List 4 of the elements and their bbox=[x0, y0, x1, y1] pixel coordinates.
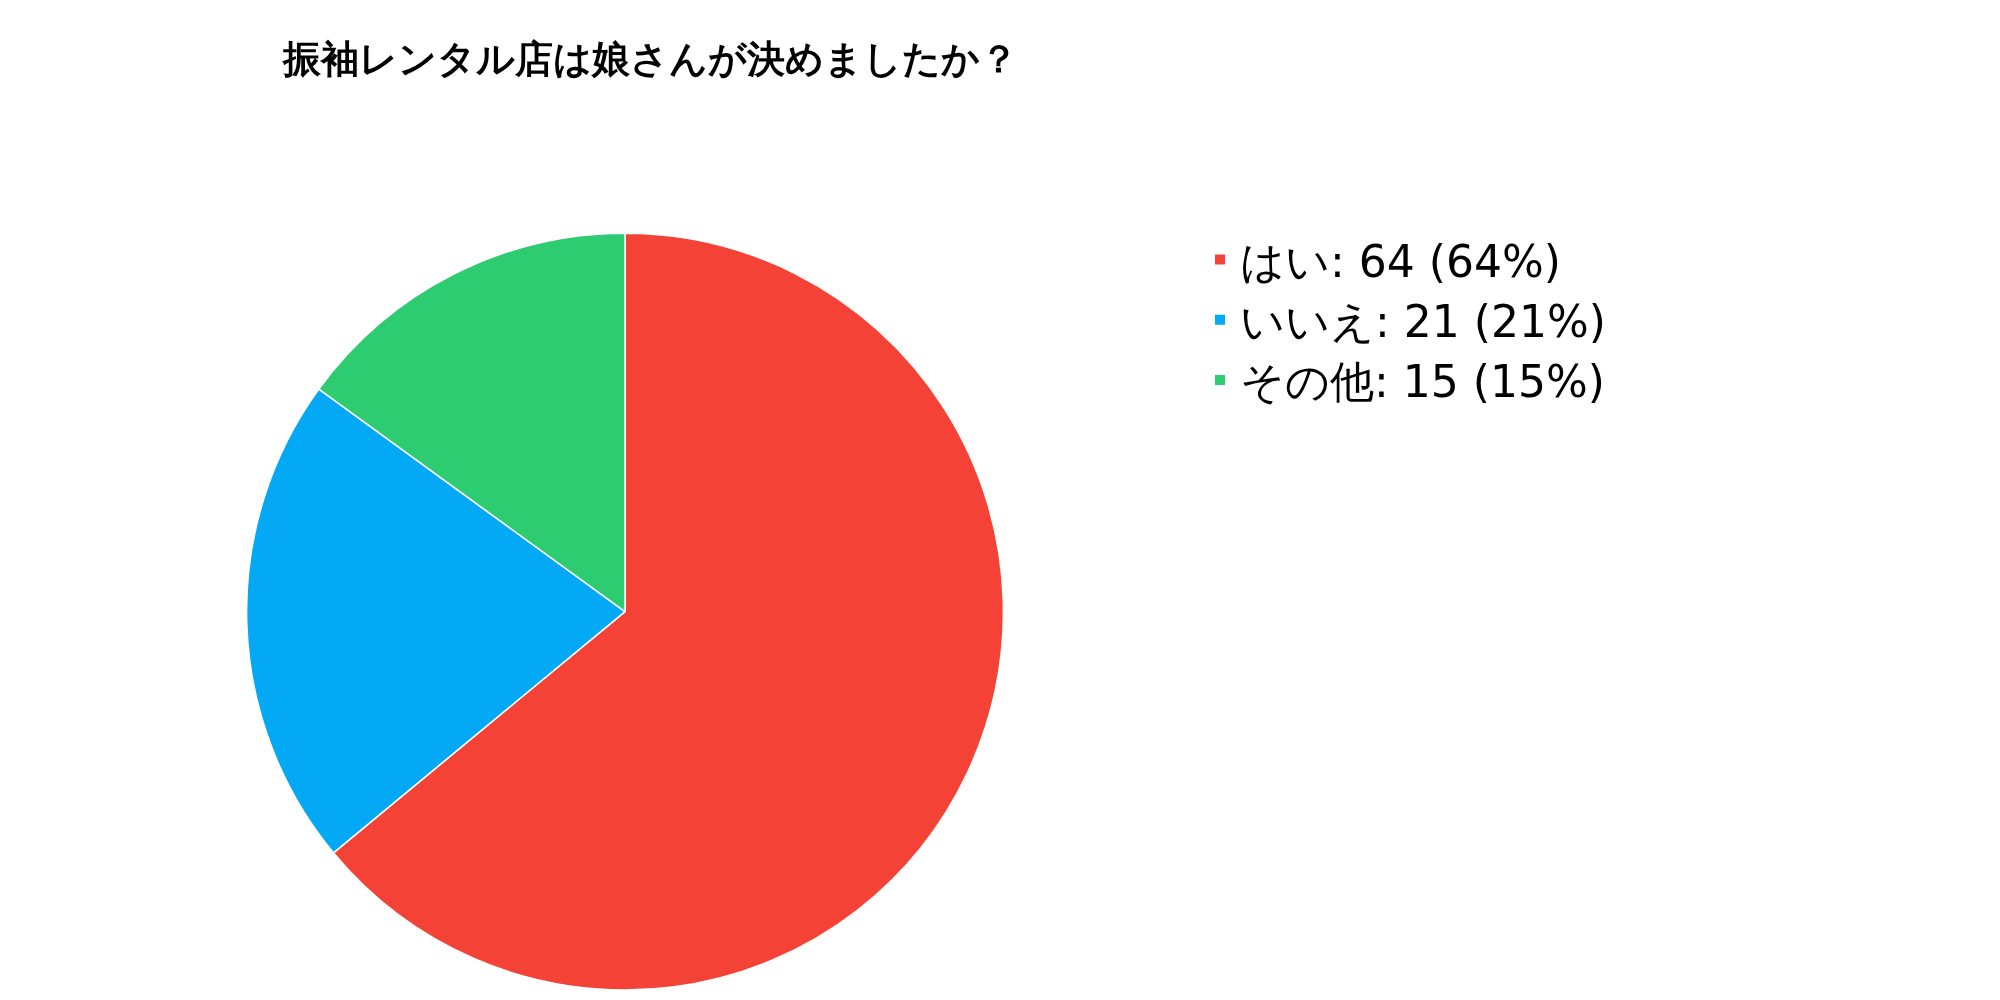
legend-label: その他: 15 (15%) bbox=[1240, 356, 1605, 408]
chart-title: 振袖レンタル店は娘さんが決めましたか？ bbox=[281, 36, 1018, 81]
legend-label: はい: 64 (64%) bbox=[1240, 235, 1561, 287]
legend-label: いいえ: 21 (21%) bbox=[1240, 295, 1606, 347]
